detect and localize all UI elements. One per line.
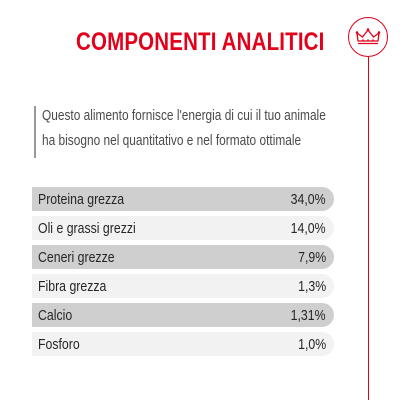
component-value: 1,3% [297, 277, 326, 295]
table-row: Proteina grezza 34,0% [32, 187, 334, 211]
component-label: Fosforo [38, 335, 80, 353]
intro-block: Questo alimento fornisce l'energia di cu… [34, 104, 334, 160]
component-label: Oli e grassi grezzi [38, 219, 136, 237]
royal-crown-icon [355, 28, 381, 45]
component-value: 1,0% [297, 335, 326, 353]
table-row: Ceneri grezze 7,9% [32, 245, 334, 269]
intro-line-1: Questo alimento fornisce l'energia di cu… [42, 108, 326, 124]
table-row: Fibra grezza 1,3% [32, 274, 334, 298]
table-row: Calcio 1,31% [32, 303, 334, 327]
component-label: Proteina grezza [38, 190, 125, 208]
intro-accent-bar [34, 106, 36, 158]
component-value: 34,0% [291, 190, 326, 208]
components-table: Proteina grezza 34,0% Oli e grassi grezz… [32, 187, 334, 361]
component-label: Ceneri grezze [38, 248, 115, 266]
table-row: Oli e grassi grezzi 14,0% [32, 216, 334, 240]
table-row: Fosforo 1,0% [32, 332, 334, 356]
intro-text: Questo alimento fornisce l'energia di cu… [42, 104, 326, 154]
component-value: 7,9% [297, 248, 326, 266]
component-label: Fibra grezza [38, 277, 107, 295]
page-title: COMPONENTI ANALITICI [76, 28, 325, 56]
intro-line-2: ha bisogno nel quantitativo e nel format… [42, 133, 302, 149]
component-value: 1,31% [291, 306, 326, 324]
brand-logo [348, 17, 388, 57]
component-value: 14,0% [291, 219, 326, 237]
component-label: Calcio [38, 306, 73, 324]
vertical-divider-line [368, 57, 369, 400]
